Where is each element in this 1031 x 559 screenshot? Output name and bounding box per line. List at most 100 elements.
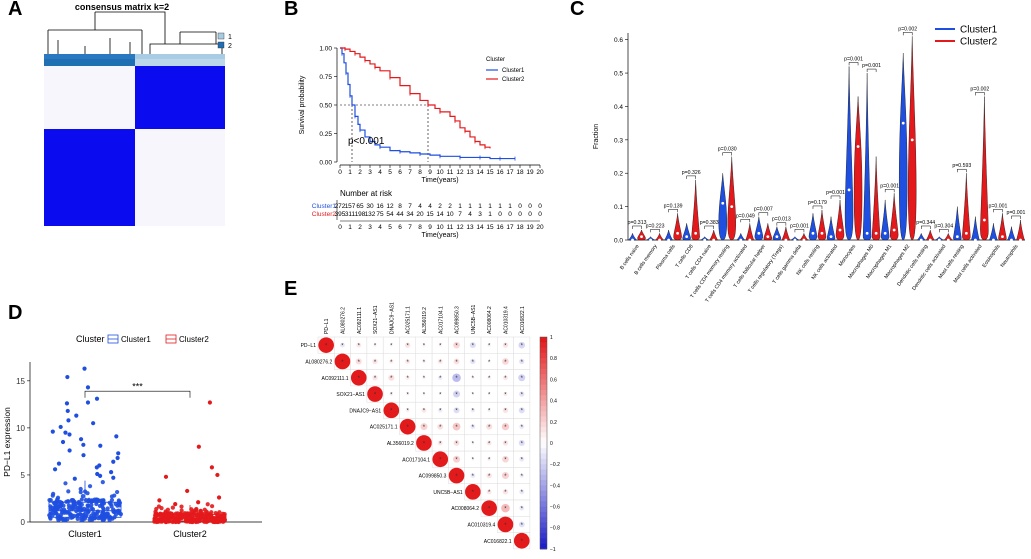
p-value-label: p=0.001 bbox=[862, 63, 881, 69]
violin-cluster1 bbox=[808, 213, 818, 241]
scatter-point-cluster2 bbox=[196, 500, 201, 505]
p-value-label: p=0.139 bbox=[664, 203, 683, 209]
correlation-circle bbox=[421, 407, 427, 413]
scatter-point-cluster2 bbox=[216, 495, 222, 500]
scatter-point-cluster2 bbox=[208, 513, 213, 518]
correlation-circle bbox=[438, 375, 443, 380]
violin-cluster2 bbox=[673, 213, 682, 241]
scatter-point-cluster1 bbox=[82, 506, 87, 511]
significance-bracket bbox=[686, 175, 696, 179]
significance-bracket bbox=[939, 229, 949, 233]
significance-mark: * bbox=[455, 425, 458, 431]
violin-median-cluster2 bbox=[658, 238, 661, 242]
scatter-point-cluster2 bbox=[219, 514, 224, 519]
y-tick-label: 0.00 bbox=[319, 160, 332, 167]
significance-mark: * bbox=[406, 360, 409, 366]
significance-bracket bbox=[84, 390, 191, 398]
scatter-point-cluster1 bbox=[81, 442, 86, 447]
risk-cell: 1 bbox=[458, 203, 462, 210]
x-tick-label: 4 bbox=[378, 169, 382, 176]
matrix-block-1 bbox=[44, 129, 135, 226]
p-value-label: p=0.344 bbox=[916, 220, 935, 226]
correlation-circle bbox=[452, 422, 461, 431]
scatter-point-cluster2 bbox=[163, 510, 168, 515]
risk-x-tick-label: 0 bbox=[338, 224, 342, 231]
y-tick-label: 0.5 bbox=[614, 71, 623, 78]
significance-mark: * bbox=[472, 441, 475, 447]
significance-mark: * bbox=[455, 474, 458, 480]
significance-mark: * bbox=[472, 343, 475, 349]
significance-bracket bbox=[921, 225, 931, 229]
significance-mark: * bbox=[406, 425, 409, 431]
colorbar-tick-label: 1 bbox=[550, 335, 553, 341]
scatter-point-cluster1 bbox=[79, 497, 84, 502]
scatter-point-cluster1 bbox=[94, 501, 99, 507]
significance-mark: * bbox=[390, 392, 393, 398]
panel-letter-c: C bbox=[570, 0, 585, 20]
significance-bracket bbox=[975, 92, 985, 96]
violin-cluster2 bbox=[980, 96, 989, 241]
scatter-point-cluster1 bbox=[50, 505, 55, 510]
risk-cell: 311 bbox=[345, 211, 356, 218]
significance-mark: * bbox=[488, 458, 491, 464]
scatter-point-cluster1 bbox=[113, 509, 118, 514]
scatter-point-cluster1 bbox=[66, 418, 71, 423]
significance-mark: * bbox=[455, 409, 458, 415]
scatter-point-cluster1 bbox=[65, 374, 70, 380]
correlation-circle bbox=[502, 489, 509, 495]
significance-bracket bbox=[866, 68, 877, 73]
correlation-circle bbox=[453, 440, 460, 446]
colorbar-border bbox=[539, 336, 548, 550]
significance-mark: * bbox=[455, 360, 458, 366]
violin-median-cluster2 bbox=[820, 231, 824, 235]
y-axis-title: Survival probability bbox=[299, 75, 306, 134]
legend-title: Cluster bbox=[76, 334, 105, 344]
x-tick-label: 18 bbox=[516, 169, 524, 176]
violin-median-cluster1 bbox=[1010, 238, 1013, 242]
correlation-circle bbox=[487, 359, 491, 364]
colorbar-segment bbox=[540, 411, 547, 417]
significance-mark: * bbox=[504, 360, 507, 366]
p-value-label: p=0.001 bbox=[844, 56, 863, 62]
significance-bracket bbox=[993, 209, 1003, 213]
risk-x-tick-label: 11 bbox=[447, 224, 454, 231]
scatter-point-cluster1 bbox=[72, 502, 77, 507]
risk-cell: 7 bbox=[458, 211, 462, 218]
violin-cluster2 bbox=[998, 213, 1007, 241]
colorbar-segment bbox=[540, 437, 547, 444]
scatter-point-cluster2 bbox=[211, 519, 216, 524]
significance-bracket bbox=[632, 225, 642, 229]
violin-median-cluster2 bbox=[766, 235, 770, 239]
significance-mark: * bbox=[521, 409, 524, 415]
violin-median-cluster1 bbox=[829, 235, 833, 239]
y-tick-label: 10 bbox=[16, 424, 25, 433]
correlation-circle bbox=[513, 532, 530, 549]
colorbar-segment bbox=[540, 506, 547, 513]
violin-median-cluster1 bbox=[685, 235, 689, 239]
scatter-point-cluster1 bbox=[111, 459, 116, 464]
y-tick-label: 0 bbox=[21, 518, 26, 527]
significance-mark: * bbox=[472, 376, 475, 382]
violin-median-cluster1 bbox=[649, 238, 652, 242]
violin-median-cluster1 bbox=[775, 235, 779, 239]
significance-mark: * bbox=[390, 409, 393, 415]
correlation-circle bbox=[518, 439, 525, 446]
correlation-circle bbox=[404, 342, 411, 348]
colorbar-segment bbox=[540, 543, 547, 550]
scatter-point-cluster2 bbox=[179, 508, 184, 513]
row-label: AC017104.1 bbox=[402, 457, 430, 463]
significance-mark: * bbox=[521, 490, 524, 496]
scatter-point-cluster1 bbox=[58, 424, 63, 430]
significance-mark: * bbox=[423, 425, 426, 431]
violin-median-cluster1 bbox=[793, 238, 797, 242]
consensus-matrix-title: consensus matrix k=2 bbox=[75, 2, 169, 12]
correlation-circle bbox=[502, 407, 509, 414]
significance-bracket bbox=[776, 222, 787, 226]
significance-mark: * bbox=[488, 441, 491, 447]
significance-mark: * bbox=[341, 360, 344, 366]
scatter-point-cluster1 bbox=[77, 500, 82, 506]
significance-mark: * bbox=[406, 392, 409, 398]
risk-cell: 1 bbox=[478, 203, 482, 210]
risk-x-tick-label: 18 bbox=[516, 224, 524, 231]
risk-cell: 0 bbox=[528, 211, 532, 218]
